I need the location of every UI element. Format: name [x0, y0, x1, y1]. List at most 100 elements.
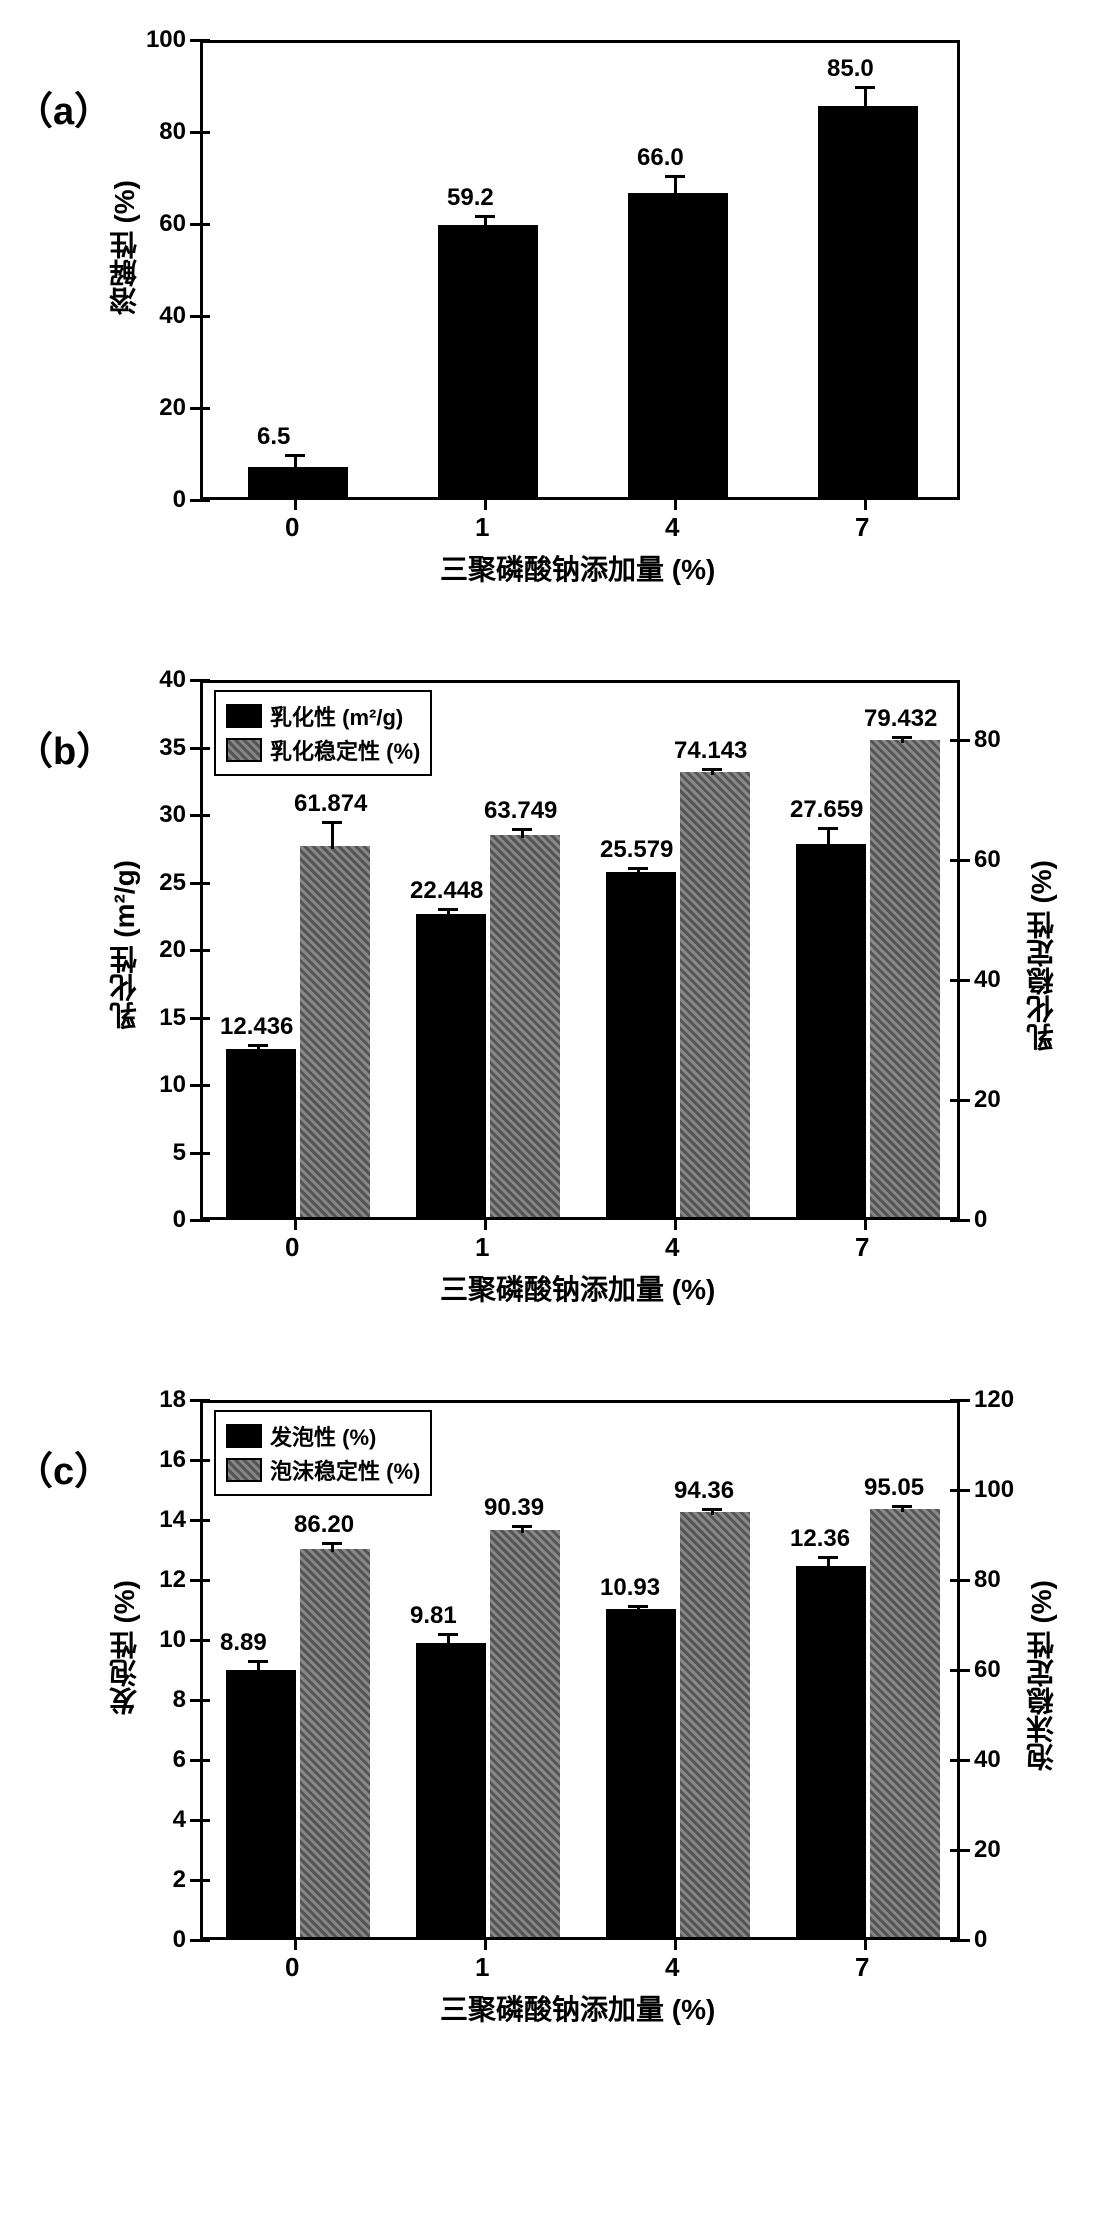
y-tick-label: 100 [146, 26, 186, 54]
y2-tick-label: 80 [974, 1566, 1001, 1594]
y-axis-label-left: 乳化性 (m²/g) [105, 860, 145, 1030]
y-tick [190, 499, 200, 502]
x-tick [294, 1940, 297, 1950]
y2-tick-label: 60 [974, 1656, 1001, 1684]
legend-text: 乳化性 (m²/g) [270, 700, 403, 732]
y-tick [190, 814, 200, 817]
legend: 乳化性 (m²/g)乳化稳定性 (%) [214, 690, 432, 776]
bar-emul [416, 914, 486, 1217]
y-tick [190, 1879, 200, 1882]
y-tick-in [200, 1759, 210, 1762]
bar-emul [606, 872, 676, 1217]
y-tick-in [200, 131, 210, 134]
y-tick-label: 80 [159, 118, 186, 146]
y-tick-label: 15 [159, 1004, 186, 1032]
y-tick-label: 6 [173, 1746, 186, 1774]
bar-foam [796, 1566, 866, 1937]
error-cap [818, 827, 838, 830]
legend-text: 泡沫稳定性 (%) [270, 1454, 420, 1486]
bar-fstab [870, 1509, 940, 1937]
panel-label: （c） [15, 1440, 112, 1495]
panel-label: （b） [15, 720, 114, 775]
bar-emul [796, 844, 866, 1217]
bar-value-label: 8.89 [220, 1629, 267, 1657]
panel-c: （c）02468101214161802040608010012001478.8… [0, 1380, 1100, 2060]
error-cap [512, 828, 532, 831]
error-cap [475, 215, 495, 218]
bar-fstab [490, 1530, 560, 1937]
y-tick-label: 20 [159, 394, 186, 422]
x-axis-label: 三聚磷酸钠添加量 (%) [440, 548, 715, 588]
y-tick [190, 1699, 200, 1702]
y2-tick-in [950, 859, 960, 862]
bar-value-label: 85.0 [827, 55, 874, 83]
error-cap [438, 908, 458, 911]
bar-value-label: 9.81 [410, 1602, 457, 1630]
x-tick [484, 1220, 487, 1230]
error-cap [628, 1605, 648, 1608]
x-tick [484, 500, 487, 510]
y-tick-in [200, 39, 210, 42]
legend-item: 泡沫稳定性 (%) [226, 1454, 420, 1486]
y-tick [190, 1017, 200, 1020]
y-tick-label: 2 [173, 1866, 186, 1894]
x-tick-label: 1 [475, 1952, 489, 1983]
y-tick-label: 25 [159, 869, 186, 897]
error-cap [248, 1044, 268, 1047]
y-tick-label: 20 [159, 936, 186, 964]
x-tick [674, 1940, 677, 1950]
bar-value-label: 25.579 [600, 836, 673, 864]
x-tick-label: 1 [475, 512, 489, 543]
y-tick [190, 1639, 200, 1642]
x-tick-label: 4 [665, 512, 679, 543]
bar-foam [606, 1609, 676, 1937]
error-cap [665, 175, 685, 178]
y-tick [190, 131, 200, 134]
y-tick-label: 30 [159, 801, 186, 829]
y-tick-label: 8 [173, 1686, 186, 1714]
error-bar [294, 455, 297, 470]
legend-swatch [226, 1458, 262, 1482]
legend: 发泡性 (%)泡沫稳定性 (%) [214, 1410, 432, 1496]
x-tick-label: 0 [285, 1952, 299, 1983]
bar-fstab [680, 1512, 750, 1937]
bar-sol [438, 225, 538, 497]
y2-tick-label: 80 [974, 726, 1001, 754]
bar-value-label: 74.143 [674, 737, 747, 765]
bar-value-label: 6.5 [257, 423, 290, 451]
error-cap [322, 821, 342, 824]
y-tick-in [200, 1152, 210, 1155]
y2-tick [960, 1489, 970, 1492]
x-tick-label: 4 [665, 1232, 679, 1263]
y-tick [190, 1519, 200, 1522]
error-bar [864, 87, 867, 109]
y-tick [190, 679, 200, 682]
bar-estab [680, 772, 750, 1217]
y-tick-in [200, 1084, 210, 1087]
y-tick-in [200, 315, 210, 318]
y-tick-label: 12 [159, 1566, 186, 1594]
y2-tick [960, 1759, 970, 1762]
bar-value-label: 95.05 [864, 1474, 924, 1502]
x-axis-label: 三聚磷酸钠添加量 (%) [440, 1268, 715, 1308]
y-tick-in [200, 1017, 210, 1020]
bar-value-label: 63.749 [484, 797, 557, 825]
y2-tick [960, 859, 970, 862]
error-cap [855, 86, 875, 89]
y-tick-in [200, 747, 210, 750]
y2-tick-label: 100 [974, 1476, 1014, 1504]
y-tick [190, 223, 200, 226]
legend-item: 发泡性 (%) [226, 1420, 420, 1452]
y-tick-in [200, 1939, 210, 1942]
y-tick [190, 1219, 200, 1222]
bar-value-label: 10.93 [600, 1574, 660, 1602]
y-tick [190, 39, 200, 42]
panel-b: （b）0510152025303540020406080014712.43622… [0, 660, 1100, 1340]
bar-value-label: 59.2 [447, 184, 494, 212]
chart-box [200, 40, 960, 500]
error-bar [674, 176, 677, 197]
y-tick-in [200, 1819, 210, 1822]
x-tick-label: 7 [855, 512, 869, 543]
bar-sol [628, 193, 728, 497]
y-tick [190, 1152, 200, 1155]
